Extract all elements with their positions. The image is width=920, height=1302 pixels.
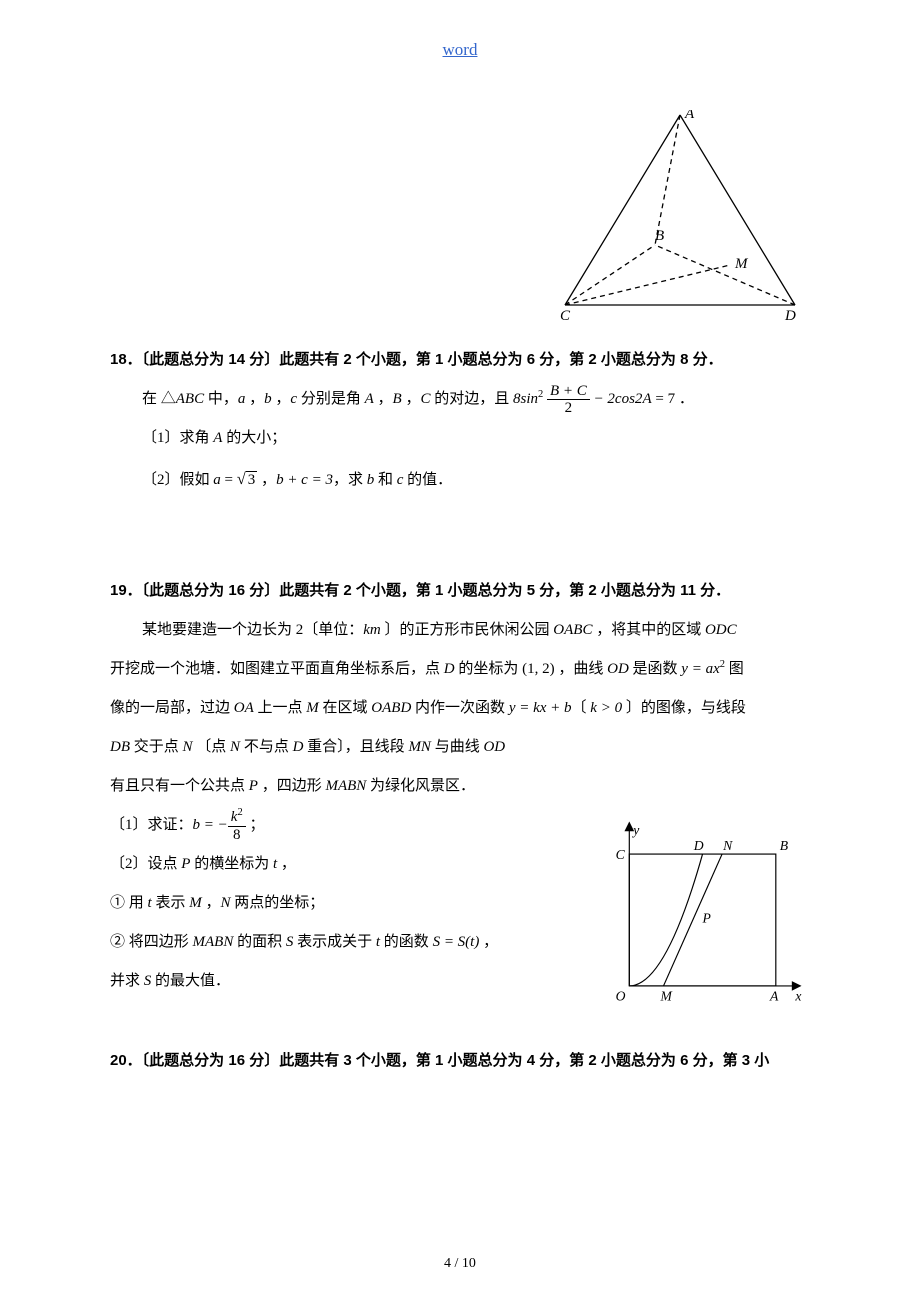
q18-part2: 〔2〕假如 a = 3 ，b + c = 3，求 b 和 c 的值． [142, 458, 810, 501]
park-coordinate-figure: y x C D N B O M A P [600, 815, 810, 1025]
axis-x-label: x [794, 989, 801, 1004]
axis-y-label: y [631, 823, 640, 838]
label-C: C [560, 308, 571, 320]
label-A: A [684, 110, 695, 122]
q19-p21: ① 用 t 表示 M ，N 两点的坐标； [110, 884, 610, 923]
q19-l2: 开挖成一个池塘．如图建立平面直角坐标系后，点 D 的坐标为 (1, 2) ，曲线… [110, 650, 810, 689]
pt-O: O [616, 989, 626, 1004]
q19-l5: 有且只有一个公共点 P ，四边形 MABN 为绿化风景区． [110, 767, 610, 806]
q19-p23: 并求 S 的最大值． [110, 962, 610, 1001]
q20-head: 20．〔此题总分为 16 分〕此题共有 3 个小题，第 1 小题总分为 4 分，… [110, 1041, 810, 1081]
label-B: B [655, 228, 664, 244]
q19-head: 19．〔此题总分为 16 分〕此题共有 2 个小题，第 1 小题总分为 5 分，… [110, 571, 810, 611]
q19-p2: 〔2〕设点 P 的横坐标为 t ， [110, 845, 610, 884]
label-M: M [734, 256, 749, 272]
pt-P: P [702, 910, 711, 925]
pt-B: B [780, 838, 789, 853]
pt-D: D [693, 838, 704, 853]
q19-p22: ② 将四边形 MABN 的面积 S 表示成关于 t 的函数 S = S(t) ， [110, 923, 610, 962]
q18-head: 18．〔此题总分为 14 分〕此题共有 2 个小题，第 1 小题总分为 6 分，… [110, 340, 810, 380]
pt-A: A [769, 989, 779, 1004]
q19-l4: DB 交于点 N 〔点 N 不与点 D 重合〕，且线段 MN 与曲线 OD [110, 728, 610, 767]
q19-p1: 〔1〕求证：b = −k28 ； [110, 806, 610, 845]
label-D: D [784, 308, 796, 320]
q18-part1: 〔1〕求角 A 的大小； [142, 419, 810, 458]
q19-l3: 像的一局部，过边 OA 上一点 M 在区域 OABD 内作一次函数 y = kx… [110, 689, 810, 728]
q19-l1: 某地要建造一个边长为 2〔单位：km 〕的正方形市民休闲公园 OABC ，将其中… [142, 611, 810, 650]
pt-N: N [722, 838, 733, 853]
tetrahedron-figure: A C D B M [560, 110, 800, 320]
q18-line1: 在 △ABC 中，a ，b ，c 分别是角 A ，B ，C 的对边，且 8sin… [142, 380, 810, 419]
pt-C: C [616, 847, 626, 862]
page-number: 4 / 10 [0, 1256, 920, 1272]
word-header-link[interactable]: word [110, 40, 810, 60]
pt-M: M [660, 989, 673, 1004]
